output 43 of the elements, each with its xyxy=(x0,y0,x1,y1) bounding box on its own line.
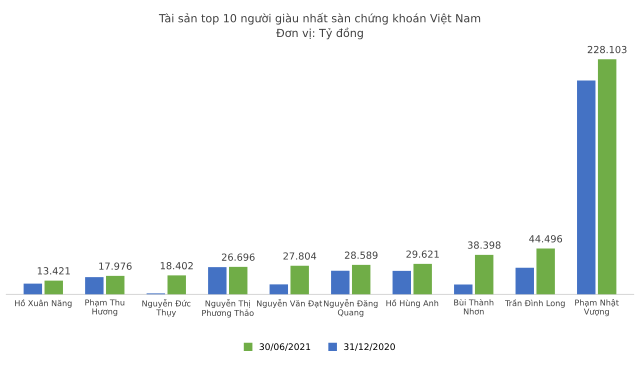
bar xyxy=(413,264,432,294)
bar xyxy=(536,248,555,294)
x-tick-label: Hồ Hùng Anh xyxy=(386,299,438,308)
legend-label: 30/06/2021 xyxy=(260,343,310,351)
bar xyxy=(270,284,288,294)
bar xyxy=(228,266,248,294)
bar xyxy=(85,277,104,294)
x-tick-label: Phạm Thu Hương xyxy=(85,299,124,316)
data-label: 13.421 xyxy=(38,267,70,275)
chart-title: Tài sản top 10 người giàu nhất sàn chứng khoán Việt Nam xyxy=(158,12,480,25)
bar xyxy=(24,284,42,294)
x-tick-label: Nguyễn Thị Phương Thảo xyxy=(202,299,254,318)
bar xyxy=(168,275,186,294)
data-label: 29.621 xyxy=(406,250,439,258)
bar xyxy=(392,270,412,294)
x-tick-label: Nguyễn Văn Đạt xyxy=(257,299,322,308)
bar xyxy=(454,284,472,294)
data-label: 44.496 xyxy=(529,235,562,242)
bar xyxy=(352,264,370,294)
x-tick-label: Hồ Xuân Năng xyxy=(15,299,72,308)
data-label: 27.804 xyxy=(283,252,316,260)
bar xyxy=(208,267,227,294)
bar xyxy=(44,280,63,294)
bar xyxy=(290,266,309,294)
bar xyxy=(516,268,534,294)
bar xyxy=(331,270,350,294)
bar xyxy=(474,254,494,294)
data-label: 17.976 xyxy=(99,262,132,270)
data-label: 26.696 xyxy=(222,253,255,261)
x-tick-label: Phạm Nhật Vượng xyxy=(575,299,619,316)
bar xyxy=(598,59,616,294)
legend-label: 31/12/2020 xyxy=(344,343,395,351)
x-tick-label: Nguyễn Đức Thụy xyxy=(142,299,190,318)
bar xyxy=(577,80,596,294)
data-label: 38.398 xyxy=(468,241,501,249)
x-tick-label: Trần Đình Long xyxy=(504,299,565,308)
data-label: 228.103 xyxy=(588,46,626,54)
x-tick-label: Bùi Thành Nhơn xyxy=(454,298,494,315)
data-label: 28.589 xyxy=(344,252,378,259)
chart-subtitle: Đơn vị: Tỷ đồng xyxy=(276,28,363,40)
bar xyxy=(106,276,124,294)
data-label: 18.402 xyxy=(160,262,193,270)
x-tick-label: Nguyễn Đăng Quang xyxy=(324,299,378,318)
